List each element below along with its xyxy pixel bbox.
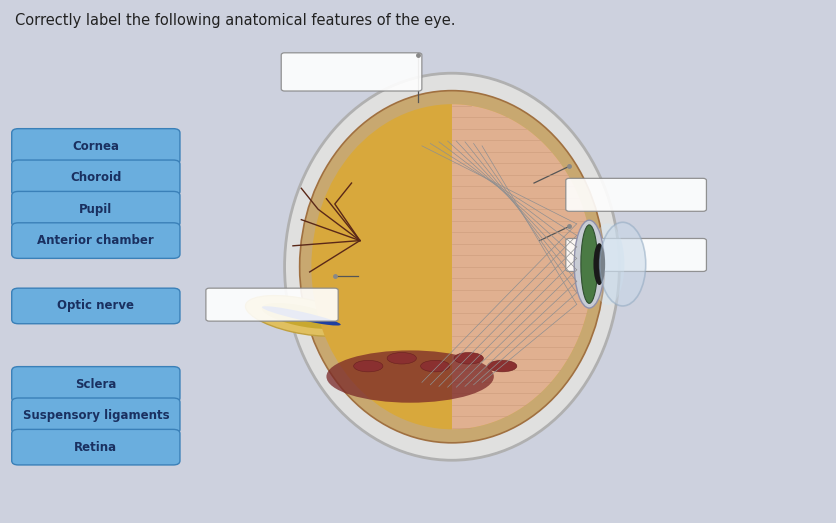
FancyBboxPatch shape	[12, 288, 180, 324]
Text: Choroid: Choroid	[70, 172, 121, 184]
Ellipse shape	[599, 222, 645, 306]
Ellipse shape	[245, 295, 357, 336]
Ellipse shape	[421, 360, 450, 372]
Text: Cornea: Cornea	[72, 140, 120, 153]
Text: Correctly label the following anatomical features of the eye.: Correctly label the following anatomical…	[15, 13, 455, 28]
Text: Suspensory ligaments: Suspensory ligaments	[23, 410, 169, 422]
Text: Optic nerve: Optic nerve	[58, 300, 134, 312]
Ellipse shape	[299, 90, 604, 443]
FancyBboxPatch shape	[565, 238, 706, 271]
Ellipse shape	[387, 353, 416, 364]
Ellipse shape	[262, 303, 340, 329]
Text: Anterior chamber: Anterior chamber	[38, 234, 154, 247]
Ellipse shape	[454, 353, 483, 364]
PathPatch shape	[451, 104, 592, 429]
FancyBboxPatch shape	[12, 191, 180, 227]
Ellipse shape	[573, 220, 604, 308]
FancyBboxPatch shape	[12, 398, 180, 434]
FancyBboxPatch shape	[12, 160, 180, 196]
Ellipse shape	[593, 243, 604, 285]
Text: Retina: Retina	[74, 441, 117, 453]
Ellipse shape	[580, 225, 597, 303]
Ellipse shape	[311, 104, 592, 429]
Text: Sclera: Sclera	[75, 378, 116, 391]
Ellipse shape	[284, 73, 619, 460]
Ellipse shape	[590, 223, 624, 305]
Ellipse shape	[487, 360, 517, 372]
FancyBboxPatch shape	[565, 178, 706, 211]
Ellipse shape	[262, 306, 340, 325]
FancyBboxPatch shape	[206, 288, 338, 321]
FancyBboxPatch shape	[12, 223, 180, 258]
Ellipse shape	[354, 360, 383, 372]
Text: Pupil: Pupil	[79, 203, 112, 215]
FancyBboxPatch shape	[12, 429, 180, 465]
Ellipse shape	[326, 350, 493, 403]
FancyBboxPatch shape	[12, 129, 180, 164]
FancyBboxPatch shape	[281, 53, 421, 91]
FancyBboxPatch shape	[12, 367, 180, 402]
